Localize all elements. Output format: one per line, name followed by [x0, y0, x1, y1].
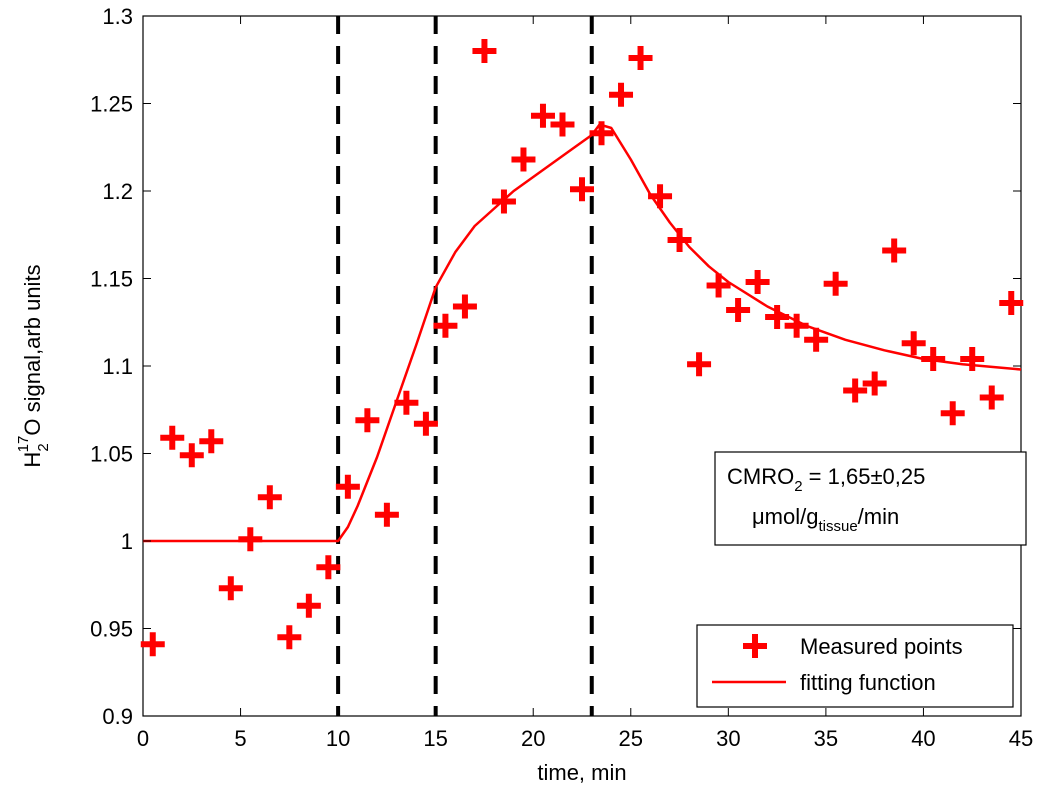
plot-area [142, 15, 1022, 717]
y-tick-label: 1.05 [90, 442, 133, 467]
legend-entry-fitting: fitting function [800, 670, 936, 695]
measured-point [433, 313, 458, 338]
legend-entry-measured: Measured points [800, 634, 963, 659]
measured-point [374, 502, 399, 527]
y-tick-label: 1.15 [90, 267, 133, 292]
annotation-line-1: CMRO2 = 1,65±0,25 [727, 464, 925, 495]
measured-point [472, 39, 497, 63]
measured-point [901, 331, 926, 356]
measured-point [706, 273, 731, 298]
cmro2-annotation: CMRO2 = 1,65±0,25 μmol/gtissue/min [714, 451, 1027, 546]
measured-point [862, 371, 887, 396]
y-tick-label: 1.25 [90, 92, 133, 117]
measured-point [745, 270, 770, 294]
measured-point [999, 291, 1024, 315]
measured-point [199, 429, 224, 454]
measured-point [316, 555, 341, 580]
x-tick-label: 25 [619, 726, 643, 751]
y-tick-label: 1.1 [102, 354, 133, 379]
measured-point [823, 271, 848, 296]
measured-point [277, 625, 302, 650]
measured-point [394, 390, 419, 415]
x-axis-label: time, min [537, 760, 626, 785]
measured-point [530, 103, 555, 128]
measured-point [140, 632, 165, 657]
measured-point [491, 189, 516, 214]
annotation-line-2: μmol/gtissue/min [752, 504, 899, 535]
measured-point [979, 385, 1004, 410]
measured-point [882, 238, 907, 263]
measured-point [179, 443, 204, 468]
legend-plus-marker-icon [743, 634, 767, 658]
measured-point [960, 347, 985, 371]
measured-point [726, 298, 751, 322]
measured-point [921, 347, 946, 371]
measured-point [550, 112, 575, 137]
x-tick-label: 5 [234, 726, 246, 751]
dashed-vertical-lines [336, 16, 594, 716]
y-axis-ticks: 0.9 0.95 1 1.05 1.1 1.15 1.2 1.25 1.3 [90, 4, 1021, 729]
measured-point [667, 228, 692, 252]
measured-point [628, 46, 653, 70]
x-tick-label: 20 [521, 726, 545, 751]
measured-point [648, 184, 673, 209]
x-axis-ticks: 0 5 10 15 20 25 30 35 40 45 [137, 16, 1033, 751]
measured-point [257, 485, 282, 510]
measured-point [843, 378, 868, 403]
x-tick-label: 35 [814, 726, 838, 751]
measured-point [609, 82, 634, 107]
legend: Measured points fitting function [696, 624, 1014, 708]
measured-point [160, 425, 185, 450]
measured-point [296, 593, 321, 618]
legend-box [696, 624, 1014, 708]
x-tick-label: 40 [911, 726, 935, 751]
x-tick-label: 30 [716, 726, 740, 751]
measured-point [238, 527, 263, 552]
y-tick-label: 0.9 [102, 704, 133, 729]
measured-point [765, 305, 790, 329]
annotation-box [714, 451, 1027, 546]
measured-point [218, 576, 243, 601]
measured-points-group [140, 39, 1024, 657]
x-tick-label: 10 [326, 726, 350, 751]
measured-point [452, 294, 477, 319]
measured-point [589, 121, 614, 146]
y-tick-label: 1 [121, 529, 133, 554]
fitting-function-group [143, 123, 1022, 543]
measured-point [804, 327, 829, 352]
measured-point [511, 147, 536, 172]
measured-point [355, 408, 380, 433]
y-axis-label: H217O signal,arb units [15, 264, 52, 467]
fitting-function-line [143, 123, 1022, 543]
measured-point [940, 401, 965, 426]
measured-point [687, 352, 712, 377]
measured-point [570, 177, 594, 202]
y-tick-label: 0.95 [90, 617, 133, 642]
x-tick-label: 0 [137, 726, 149, 751]
y-tick-label: 1.3 [102, 4, 133, 29]
y-tick-label: 1.2 [102, 179, 133, 204]
measured-point [335, 474, 360, 499]
x-tick-label: 15 [423, 726, 447, 751]
x-tick-label: 45 [1009, 726, 1033, 751]
measured-point [413, 411, 438, 436]
measured-point [784, 313, 809, 338]
